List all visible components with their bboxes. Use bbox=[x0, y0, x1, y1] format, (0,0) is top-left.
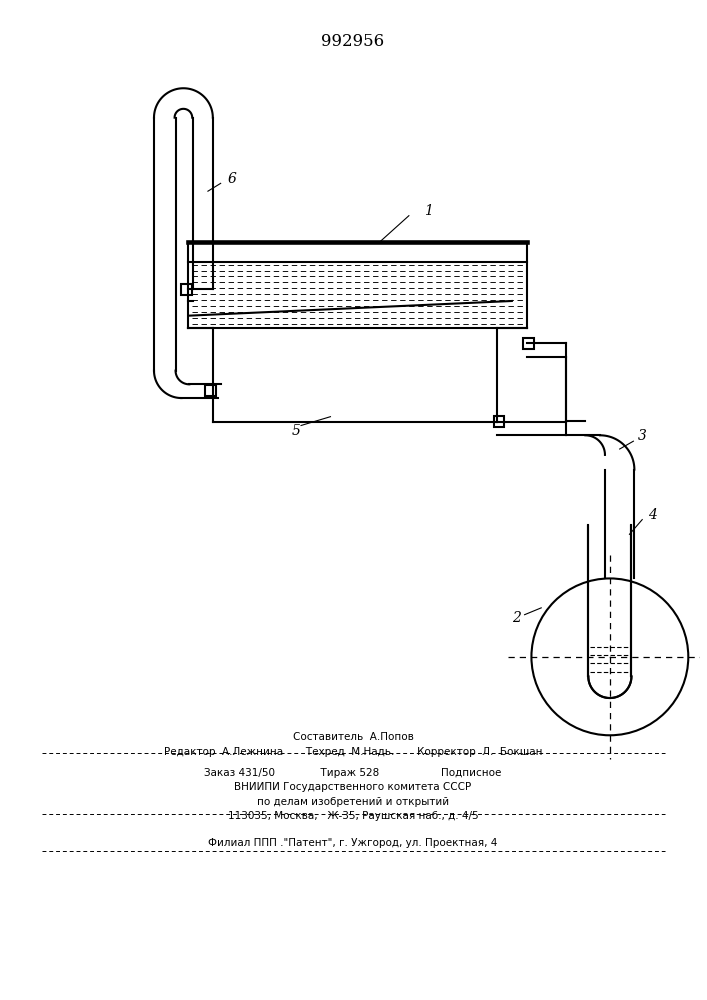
Text: по делам изобретений и открытий: по делам изобретений и открытий bbox=[257, 797, 449, 807]
Text: 1: 1 bbox=[424, 204, 433, 218]
Text: 3: 3 bbox=[638, 429, 647, 443]
Text: 6: 6 bbox=[228, 172, 237, 186]
Bar bbox=[181, 284, 192, 295]
Text: 4: 4 bbox=[648, 508, 657, 522]
Text: Редактор  А.Лежнина       Техред  М.Надь.       Корректор  Л.  Бокшан: Редактор А.Лежнина Техред М.Надь. Коррек… bbox=[164, 747, 542, 757]
Text: ВНИИПИ Государственного комитета СССР: ВНИИПИ Государственного комитета СССР bbox=[235, 782, 472, 792]
Text: Филиал ППП ."Патент", г. Ужгород, ул. Проектная, 4: Филиал ППП ."Патент", г. Ужгород, ул. Пр… bbox=[209, 838, 498, 848]
Text: 113035, Москва,   Ж-35, Раушская наб., д. 4/5: 113035, Москва, Ж-35, Раушская наб., д. … bbox=[228, 811, 479, 821]
Text: Заказ 431/50              Тираж 528                   Подписное: Заказ 431/50 Тираж 528 Подписное bbox=[204, 768, 502, 778]
Text: 2: 2 bbox=[513, 611, 521, 625]
Text: Составитель  А.Попов: Составитель А.Попов bbox=[293, 732, 414, 742]
Bar bbox=[523, 338, 534, 349]
Text: 992956: 992956 bbox=[322, 33, 385, 50]
Bar bbox=[206, 385, 216, 396]
Bar bbox=[493, 416, 505, 427]
Text: 5: 5 bbox=[292, 424, 300, 438]
